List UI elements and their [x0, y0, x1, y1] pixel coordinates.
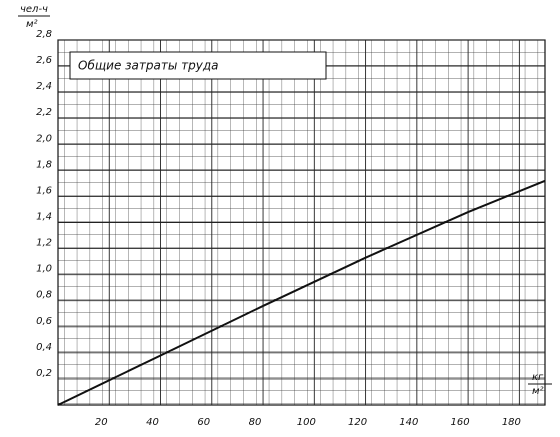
chart-title: Общие затраты труда	[78, 59, 218, 73]
x-unit-bottom: м²	[532, 386, 544, 397]
y-unit-top: чел-ч	[20, 4, 48, 15]
y-tick-label: 1,8	[36, 159, 52, 170]
y-tick-label: 0,4	[36, 342, 52, 353]
y-tick-label: 0,8	[36, 290, 52, 301]
title-box	[69, 51, 327, 80]
x-tick-label: 100	[297, 417, 316, 428]
x-tick-label: 140	[399, 417, 418, 428]
y-tick-label: 1,4	[36, 212, 52, 223]
y-tick-label: 2,6	[36, 55, 52, 66]
x-tick-label: 40	[146, 417, 159, 428]
x-tick-label: 60	[197, 417, 210, 428]
y-tick-label: 1,2	[36, 238, 52, 249]
y-tick-label: 1,0	[36, 264, 52, 275]
x-tick-label: 180	[502, 417, 521, 428]
y-tick-label: 2,4	[36, 81, 52, 92]
y-tick-label: 1,6	[36, 185, 52, 196]
y-tick-label: 2,8	[36, 29, 52, 40]
y-unit-bottom: м²	[26, 19, 38, 30]
x-tick-label: 120	[348, 417, 367, 428]
y-tick-label: 0,6	[36, 316, 52, 327]
y-tick-label: 0,2	[36, 368, 52, 379]
y-tick-label: 2,2	[36, 107, 52, 118]
x-tick-label: 20	[95, 417, 108, 428]
x-tick-label: 80	[249, 417, 262, 428]
x-unit-top: кг	[532, 372, 544, 383]
data-line	[57, 179, 546, 406]
x-tick-label: 160	[451, 417, 470, 428]
y-tick-label: 2,0	[36, 133, 52, 144]
